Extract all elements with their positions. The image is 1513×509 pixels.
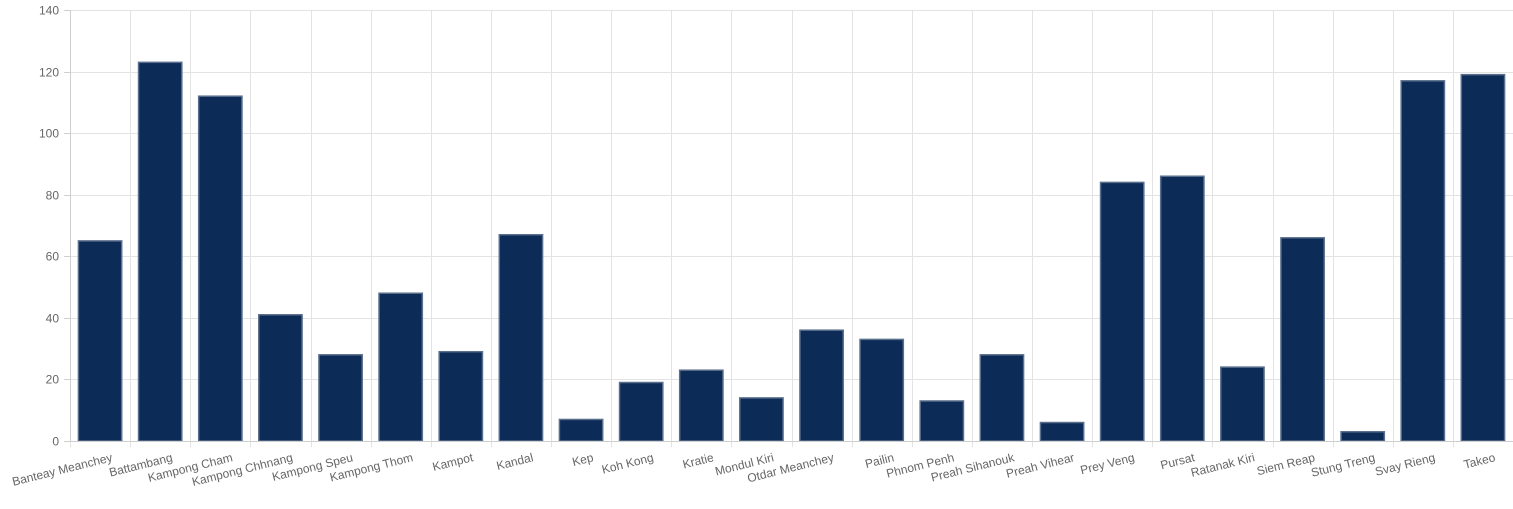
bar — [1280, 237, 1325, 442]
bar — [438, 350, 484, 442]
bar — [1039, 421, 1085, 442]
grid — [70, 10, 1513, 447]
bar — [77, 240, 123, 442]
bar — [558, 418, 604, 442]
bar — [318, 354, 363, 442]
y-tick-label: 80 — [46, 189, 60, 203]
bar — [197, 95, 243, 442]
y-tick-label: 0 — [52, 435, 59, 449]
bar — [919, 400, 965, 442]
x-tick-label: Kampot — [431, 450, 475, 474]
x-tick-label: Kratie — [681, 450, 715, 471]
bar — [1460, 73, 1506, 442]
x-tick-label: Siem Reap — [1255, 450, 1316, 478]
x-tick-label: Svay Rieng — [1374, 450, 1437, 478]
bar — [258, 314, 303, 442]
bar — [739, 397, 784, 442]
x-tick-label: Ratanak Kiri — [1189, 450, 1256, 479]
bar — [799, 329, 844, 442]
bar — [618, 381, 664, 442]
bar — [1400, 80, 1446, 442]
bar — [1099, 181, 1145, 442]
y-tick-label: 60 — [46, 250, 60, 264]
y-tick-label: 120 — [39, 66, 59, 80]
x-tick-label: Stung Treng — [1310, 450, 1377, 479]
y-tick-label: 100 — [39, 127, 59, 141]
bar — [137, 61, 183, 442]
x-tick-label: Pailin — [864, 450, 896, 471]
y-tick-label: 140 — [39, 4, 59, 18]
bars — [77, 61, 1506, 442]
x-tick-label: Koh Kong — [600, 450, 655, 476]
x-tick-label: Kandal — [495, 450, 535, 473]
bar — [1159, 175, 1205, 442]
x-tick-label: Preah Vihear — [1005, 450, 1076, 480]
bar — [1340, 431, 1386, 442]
bar — [979, 354, 1025, 442]
x-tick-label: Prey Veng — [1079, 450, 1136, 477]
bar — [1220, 366, 1265, 442]
bar — [859, 338, 905, 442]
x-tick-label: Kep — [571, 450, 595, 469]
x-tick-label: Banteay Meanchey — [11, 450, 114, 488]
bar — [378, 292, 424, 442]
y-tick-label: 40 — [46, 312, 60, 326]
bar — [498, 233, 544, 442]
x-tick-label: Takeo — [1462, 450, 1497, 471]
axes — [64, 10, 1513, 442]
bar — [678, 369, 724, 442]
y-tick-labels: 0 20 40 60 80 100 120 140 — [39, 4, 59, 449]
y-tick-label: 20 — [46, 373, 60, 387]
